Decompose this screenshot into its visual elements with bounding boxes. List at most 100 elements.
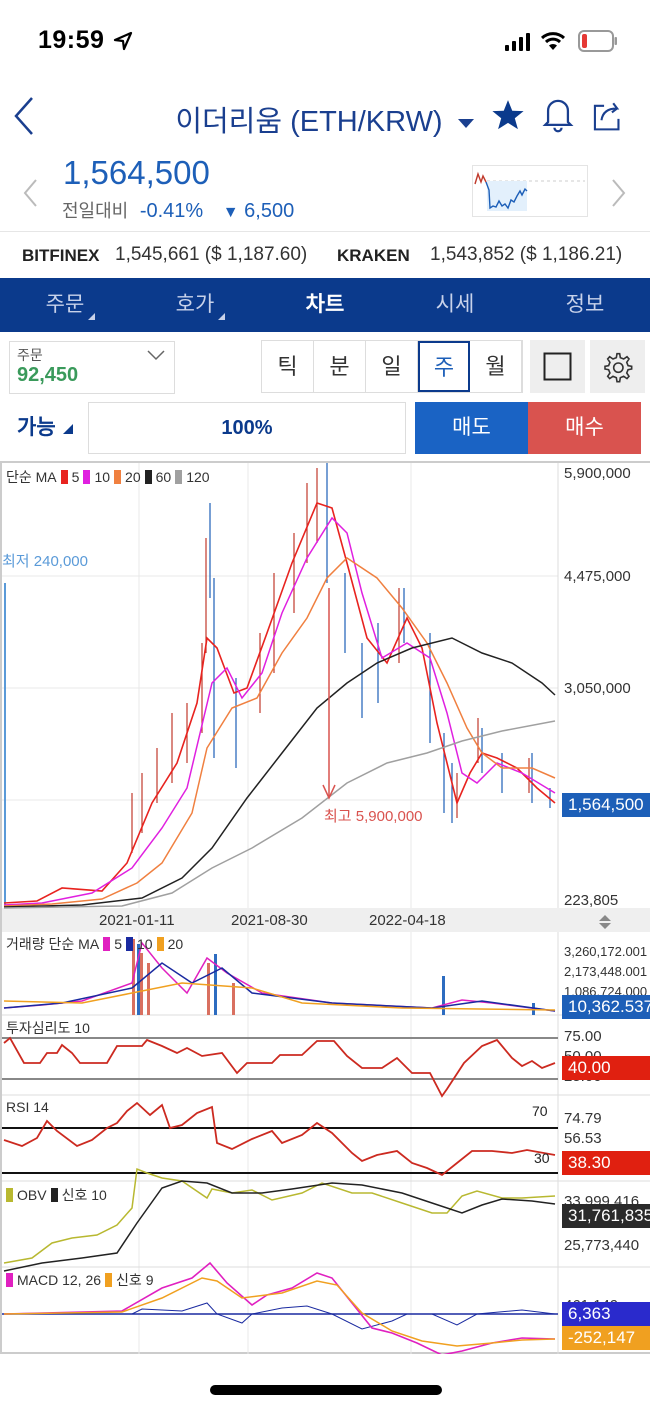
legend-label: 20 — [167, 936, 184, 952]
tab-orderbook[interactable]: 호가 — [130, 278, 260, 332]
psychology-current-tag: 40.00 — [562, 1056, 650, 1080]
psychology-title: 투자심리도 10 — [6, 1020, 90, 1036]
signal-current-tag: -252,147 — [562, 1326, 650, 1350]
asset-title[interactable]: 이더리움 (ETH/KRW) — [175, 106, 443, 138]
exchange-prices: BITFINEX 1,545,661 ($ 1,187.60) KRAKEN 1… — [0, 232, 650, 278]
y-tick: 75.00 — [564, 1028, 602, 1045]
prev-asset-button[interactable] — [22, 178, 38, 208]
exchange-value: 1,543,852 ($ 1,186.21) — [430, 244, 623, 265]
next-asset-button[interactable] — [611, 178, 627, 208]
obv-legend: OBV 신호 10 — [6, 1185, 107, 1205]
corner-indicator-icon — [88, 313, 95, 320]
order-select-label: 주문 — [17, 347, 43, 363]
buy-button[interactable]: 매수 — [528, 402, 641, 454]
tab-info[interactable]: 정보 — [520, 278, 650, 332]
legend-label: MACD 12, 26 — [17, 1272, 102, 1288]
y-tick: 5,900,000 — [564, 465, 631, 482]
cellular-signal-icon — [505, 33, 530, 51]
period-month[interactable]: 월 — [470, 341, 522, 392]
quantity-percent-input[interactable]: 100% — [88, 402, 406, 454]
period-selector: 틱 분 일 주 월 — [261, 340, 523, 393]
tab-order[interactable]: 주문 — [0, 278, 130, 332]
fullscreen-button[interactable] — [530, 340, 585, 393]
settings-button[interactable] — [590, 340, 645, 393]
legend-swatch — [6, 1188, 13, 1202]
change-amount: 6,500 — [244, 200, 295, 222]
rsi-current-tag: 38.30 — [562, 1151, 650, 1175]
volume-current-tag: 10,362.537 — [562, 995, 650, 1019]
ma-legend: 단순 MA 5 10 20 60 120 — [6, 467, 210, 487]
page-title[interactable]: 이더리움 (ETH/KRW) — [0, 98, 650, 140]
legend-label: 20 — [125, 469, 141, 485]
y-tick: 223,805 — [564, 892, 619, 909]
mini-sparkline[interactable] — [472, 165, 588, 217]
corner-indicator-icon — [218, 313, 225, 320]
available-label: 가능 — [17, 416, 56, 439]
order-type-select[interactable]: 주문 92,450 — [9, 341, 175, 394]
exchange-name: KRAKEN — [337, 246, 410, 265]
low-price-annotation: 최저 240,000 — [2, 553, 88, 570]
legend-swatch — [50, 1188, 58, 1202]
chart-canvas[interactable] — [2, 463, 650, 1354]
y-tick: 4,475,000 — [564, 568, 631, 585]
current-price: 1,564,500 — [63, 154, 210, 191]
legend-swatch — [6, 1273, 13, 1287]
high-price-annotation: 최고 5,900,000 — [324, 808, 423, 825]
rsi-level: 30 — [534, 1150, 550, 1166]
chart-panel[interactable]: 단순 MA 5 10 20 60 120 최저 240,000 최고 5,900… — [0, 461, 650, 1354]
legend-label: 10 — [94, 469, 111, 485]
tab-chart[interactable]: 차트 — [260, 278, 390, 332]
gear-icon — [604, 352, 633, 383]
price-change: 전일대비 -0.41% ▼ 6,500 — [62, 197, 294, 223]
caret-down-icon[interactable] — [457, 117, 475, 129]
current-price-tag: 1,564,500 — [562, 793, 650, 817]
legend-swatch — [156, 937, 164, 951]
x-tick: 2021-01-11 — [99, 912, 175, 929]
legend-swatch — [175, 470, 183, 484]
exchange-name: BITFINEX — [22, 246, 100, 265]
bell-button[interactable] — [541, 96, 575, 134]
resize-handle-icon[interactable] — [598, 914, 612, 930]
y-tick: 56.53 — [564, 1130, 602, 1147]
legend-title: 거래량 단순 MA — [6, 936, 100, 952]
favorite-star-button[interactable] — [490, 98, 526, 132]
corner-indicator-icon — [63, 424, 74, 434]
legend-swatch — [114, 470, 122, 484]
legend-swatch — [83, 470, 91, 484]
period-tick[interactable]: 틱 — [262, 341, 314, 392]
share-button[interactable] — [592, 98, 624, 132]
sell-button[interactable]: 매도 — [415, 402, 528, 454]
legend-label: 10 — [136, 936, 153, 952]
location-arrow-icon — [113, 31, 133, 51]
legend-label: OBV — [17, 1187, 47, 1203]
y-tick: 25,773,440 — [564, 1237, 640, 1254]
legend-swatch — [125, 937, 133, 951]
legend-swatch — [105, 1273, 113, 1287]
x-tick: 2021-08-30 — [231, 912, 308, 929]
tab-market-price[interactable]: 시세 — [390, 278, 520, 332]
legend-swatch — [144, 470, 152, 484]
app-header: 이더리움 (ETH/KRW) — [0, 88, 650, 148]
order-select-value: 92,450 — [17, 364, 79, 386]
legend-title: 단순 MA — [6, 469, 57, 485]
x-tick: 2022-04-18 — [369, 912, 446, 929]
y-tick: 3,260,172.001 — [564, 944, 648, 959]
chevron-down-icon — [147, 350, 165, 361]
legend-label: 5 — [114, 936, 122, 952]
available-toggle[interactable]: 가능 — [17, 402, 74, 454]
main-tabs: 주문 호가 차트 시세 정보 — [0, 278, 650, 332]
divider — [0, 231, 650, 232]
legend-label: 신호 9 — [116, 1272, 154, 1288]
tab-label: 차트 — [305, 293, 345, 316]
tab-label: 호가 — [175, 293, 215, 316]
period-week[interactable]: 주 — [418, 341, 470, 392]
period-minute[interactable]: 분 — [314, 341, 366, 392]
macd-current-tag: 6,363 — [562, 1302, 650, 1326]
status-bar: 19:59 — [0, 0, 650, 80]
home-indicator[interactable] — [210, 1385, 442, 1395]
period-day[interactable]: 일 — [366, 341, 418, 392]
exchange-value: 1,545,661 ($ 1,187.60) — [115, 244, 308, 265]
obv-current-tag: 31,761,835 — [562, 1204, 650, 1228]
down-arrow-icon: ▼ — [222, 204, 239, 221]
back-button[interactable] — [12, 96, 36, 136]
